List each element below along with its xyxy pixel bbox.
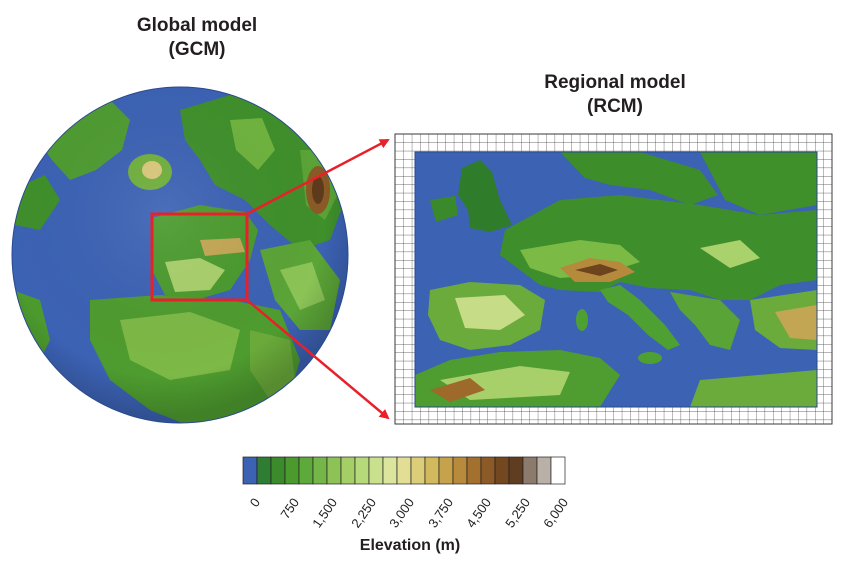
colorbar-swatch [270, 456, 286, 485]
colorbar-swatch [480, 456, 496, 485]
colorbar-swatch [424, 456, 440, 485]
colorbar-swatch [340, 456, 356, 485]
colorbar-swatch [382, 456, 398, 485]
gcm-title: Global model (GCM) [92, 14, 302, 62]
zoom-arrow-bottom [246, 299, 390, 420]
colorbar-swatch [396, 456, 412, 485]
colorbar-swatch [284, 456, 300, 485]
zoom-arrow-top [246, 138, 390, 216]
colorbar-swatch [550, 456, 566, 485]
colorbar-swatch [312, 456, 328, 485]
colorbar-swatch [354, 456, 370, 485]
colorbar-swatch [536, 456, 552, 485]
gcm-title-line2: (GCM) [168, 39, 226, 60]
rcm-italy [600, 285, 680, 350]
colorbar-swatch [522, 456, 538, 485]
colorbar-swatch [256, 456, 272, 485]
rcm-title: Regional model (RCM) [500, 71, 730, 119]
colorbar-swatch [508, 456, 524, 485]
rcm-atlas-mountains [430, 378, 485, 402]
colorbar-swatch [298, 456, 314, 485]
colorbar-swatch [438, 456, 454, 485]
colorbar-swatch [368, 456, 384, 485]
elevation-colorbar [242, 456, 566, 485]
rcm-title-line1: Regional model [544, 72, 686, 93]
colorbar-swatch [452, 456, 468, 485]
colorbar-swatch [466, 456, 482, 485]
colorbar-swatch [242, 456, 258, 485]
rcm-landmasses [415, 152, 817, 407]
rcm-panel [394, 133, 833, 425]
rcm-ireland [430, 196, 458, 222]
rcm-title-line2: (RCM) [587, 96, 643, 117]
gcm-title-line1: Global model [136, 15, 258, 36]
globe-gcm [11, 86, 349, 424]
colorbar-swatch [326, 456, 342, 485]
rcm-uk [458, 160, 512, 232]
colorbar-swatch [494, 456, 510, 485]
colorbar-label: Elevation (m) [359, 537, 461, 554]
rcm-balkans [670, 292, 740, 350]
colorbar-swatch [410, 456, 426, 485]
region-highlight-box [150, 212, 249, 302]
